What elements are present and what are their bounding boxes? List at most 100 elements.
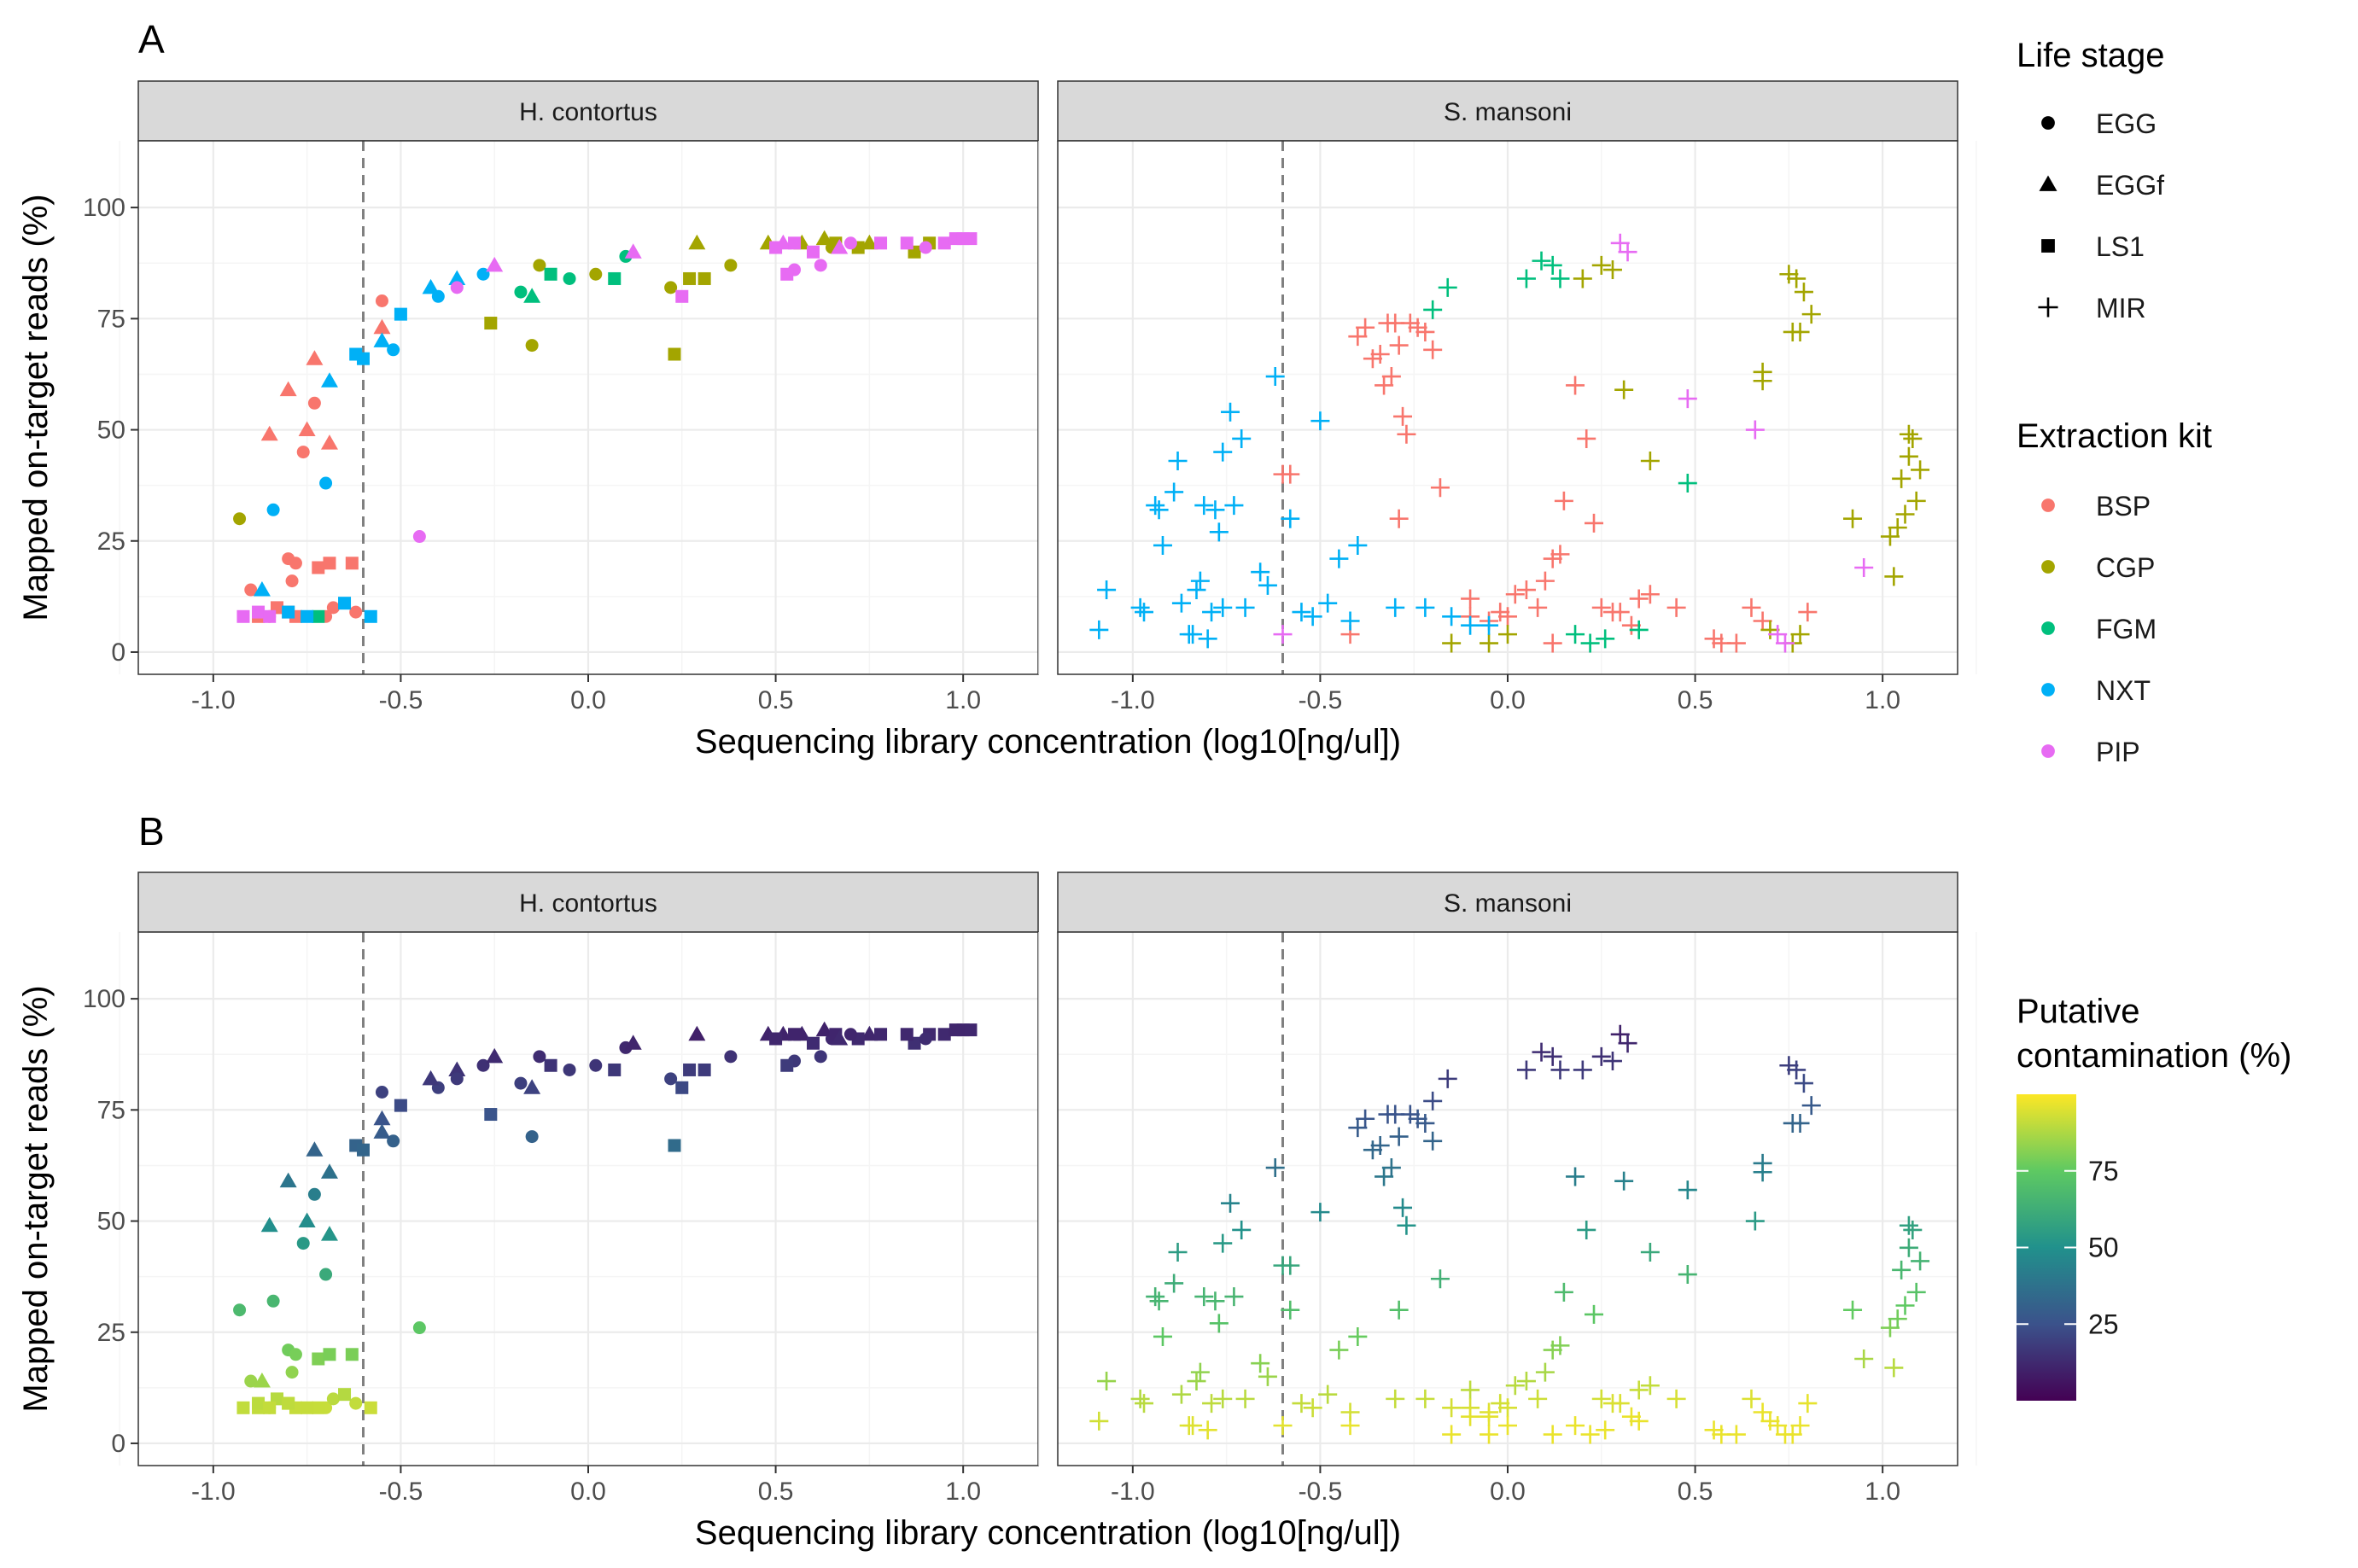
y-tick-label: 0 xyxy=(111,638,125,667)
point-bsp-mir xyxy=(1281,1256,1300,1275)
x-tick-label: -0.5 xyxy=(1299,686,1343,714)
x-tick-label: -0.5 xyxy=(379,1478,423,1506)
point-pip-mir xyxy=(1610,1024,1630,1044)
point-pip-egg xyxy=(450,1072,464,1086)
point-bsp-mir xyxy=(1577,428,1596,448)
point-bsp-eggf xyxy=(298,421,316,437)
point-fgm-mir xyxy=(1543,1046,1562,1066)
point-cgp-mir xyxy=(1753,371,1772,391)
point-nxt-mir xyxy=(1153,535,1172,555)
point-pip-ls1 xyxy=(675,289,689,303)
point-bsp-mir xyxy=(1550,1336,1570,1355)
point-nxt-mir xyxy=(1149,1291,1169,1311)
point-cgp-mir xyxy=(1779,1056,1799,1075)
point-cgp-mir xyxy=(1880,527,1900,546)
point-bsp-mir xyxy=(1348,327,1368,347)
panel-a: H. contortus -1.0 -0.5 0.0 0.5 1.0 0 25 50 75 100 S… xyxy=(17,80,1977,761)
point-bsp-mir xyxy=(1281,464,1300,484)
point-nxt-mir xyxy=(1097,1372,1117,1391)
point-bsp-mir xyxy=(1363,349,1382,369)
point-bsp-mir xyxy=(1550,545,1570,564)
point-nxt-mir xyxy=(1415,597,1435,617)
point-nxt-mir xyxy=(1194,496,1214,516)
point-bsp-mir xyxy=(1591,1389,1611,1408)
legend-label-mir: MIR xyxy=(2096,293,2146,324)
point-bsp-mir xyxy=(1554,491,1573,510)
point-pip-mir xyxy=(1854,558,1874,577)
point-bsp-mir xyxy=(1726,633,1746,653)
point-fgm-mir xyxy=(1423,1091,1443,1110)
panel-b: H. contortus -1.0 -0.5 0.0 0.5 1.0 0 25 50 75 100 S… xyxy=(17,871,1977,1552)
point-bsp-mir xyxy=(1577,1220,1596,1239)
facet-a-s-mansoni: S. mansoni -1.0 -0.5 0.0 0.5 1.0 xyxy=(1038,80,1977,714)
point-nxt-mir xyxy=(1461,615,1480,635)
point-bsp-mir xyxy=(1726,1425,1746,1444)
point-nxt-eggf xyxy=(422,278,440,294)
point-nxt-mir xyxy=(1281,509,1300,528)
point-pip-ls1 xyxy=(252,1396,266,1410)
legend-life-stage: Life stage EGG EGGf LS1 MIR xyxy=(2017,37,2164,324)
point-cgp-mir xyxy=(1573,1060,1592,1080)
point-nxt-mir xyxy=(1190,571,1210,591)
point-nxt-egg xyxy=(319,1268,333,1281)
grid xyxy=(1038,932,1977,1466)
point-pip-mir xyxy=(1745,420,1765,440)
legend-label-fgm: FGM xyxy=(2096,614,2157,644)
point-nxt-mir xyxy=(1329,1340,1349,1360)
point-nxt-ls1 xyxy=(357,352,370,365)
y-tick-label: 75 xyxy=(97,305,125,333)
y-tick-label: 75 xyxy=(97,1096,125,1124)
point-fgm-mir xyxy=(1543,255,1562,275)
point-bsp-mir xyxy=(1430,1269,1450,1289)
point-bsp-eggf xyxy=(298,1212,316,1228)
x-tick-label: -0.5 xyxy=(379,686,423,714)
point-nxt-mir xyxy=(1171,593,1191,613)
colorbar-tick-label: 75 xyxy=(2088,1156,2119,1186)
point-cgp-mir xyxy=(1794,283,1813,302)
point-cgp-ls1 xyxy=(683,1063,697,1076)
legend-key-ls1 xyxy=(2041,239,2055,253)
point-nxt-mir xyxy=(1292,1394,1311,1414)
point-nxt-mir xyxy=(1340,611,1360,631)
point-pip-egg xyxy=(412,1321,426,1335)
point-nxt-mir xyxy=(1224,1287,1244,1307)
point-cgp-egg xyxy=(233,1303,247,1317)
point-cgp-mir xyxy=(1895,504,1915,524)
point-nxt-mir xyxy=(1348,1326,1368,1346)
point-cgp-mir xyxy=(1884,1358,1904,1378)
point-nxt-mir xyxy=(1187,1372,1206,1391)
facet-strip-label: H. contortus xyxy=(519,889,657,918)
point-bsp-egg xyxy=(349,605,363,619)
point-pip-mir xyxy=(1273,1416,1293,1436)
point-pip-ls1 xyxy=(780,267,794,281)
point-nxt-eggf xyxy=(320,1163,338,1179)
point-nxt-mir xyxy=(1292,603,1311,622)
points xyxy=(1089,1024,1930,1444)
point-nxt-mir xyxy=(1097,580,1117,600)
point-pip-mir xyxy=(1273,625,1293,644)
y-tick-label: 50 xyxy=(97,417,125,445)
point-nxt-mir xyxy=(1135,1394,1154,1414)
point-pip-mir xyxy=(1854,1349,1874,1368)
point-cgp-mir xyxy=(1899,1238,1918,1257)
point-pip-ls1 xyxy=(964,232,978,246)
point-nxt-ls1 xyxy=(364,609,377,623)
point-bsp-mir xyxy=(1491,603,1510,622)
point-nxt-mir xyxy=(1235,1389,1255,1408)
point-bsp-mir xyxy=(1704,1420,1724,1440)
point-pip-ls1 xyxy=(937,1028,951,1041)
point-nxt-mir xyxy=(1340,1402,1360,1422)
point-bsp-egg xyxy=(326,1392,340,1406)
point-nxt-egg xyxy=(266,1294,280,1308)
point-nxt-mir xyxy=(1386,1389,1405,1408)
point-fgm-egg xyxy=(563,1063,576,1076)
y-tick-label: 100 xyxy=(83,985,125,1013)
point-cgp-mir xyxy=(1880,1318,1900,1338)
point-nxt-mir xyxy=(1205,1291,1225,1311)
point-cgp-egg xyxy=(589,1058,603,1072)
point-nxt-mir xyxy=(1442,1398,1462,1418)
x-tick-label: 0.5 xyxy=(1678,1478,1713,1506)
point-nxt-ls1 xyxy=(394,1099,407,1112)
point-cgp-mir xyxy=(1779,265,1799,284)
